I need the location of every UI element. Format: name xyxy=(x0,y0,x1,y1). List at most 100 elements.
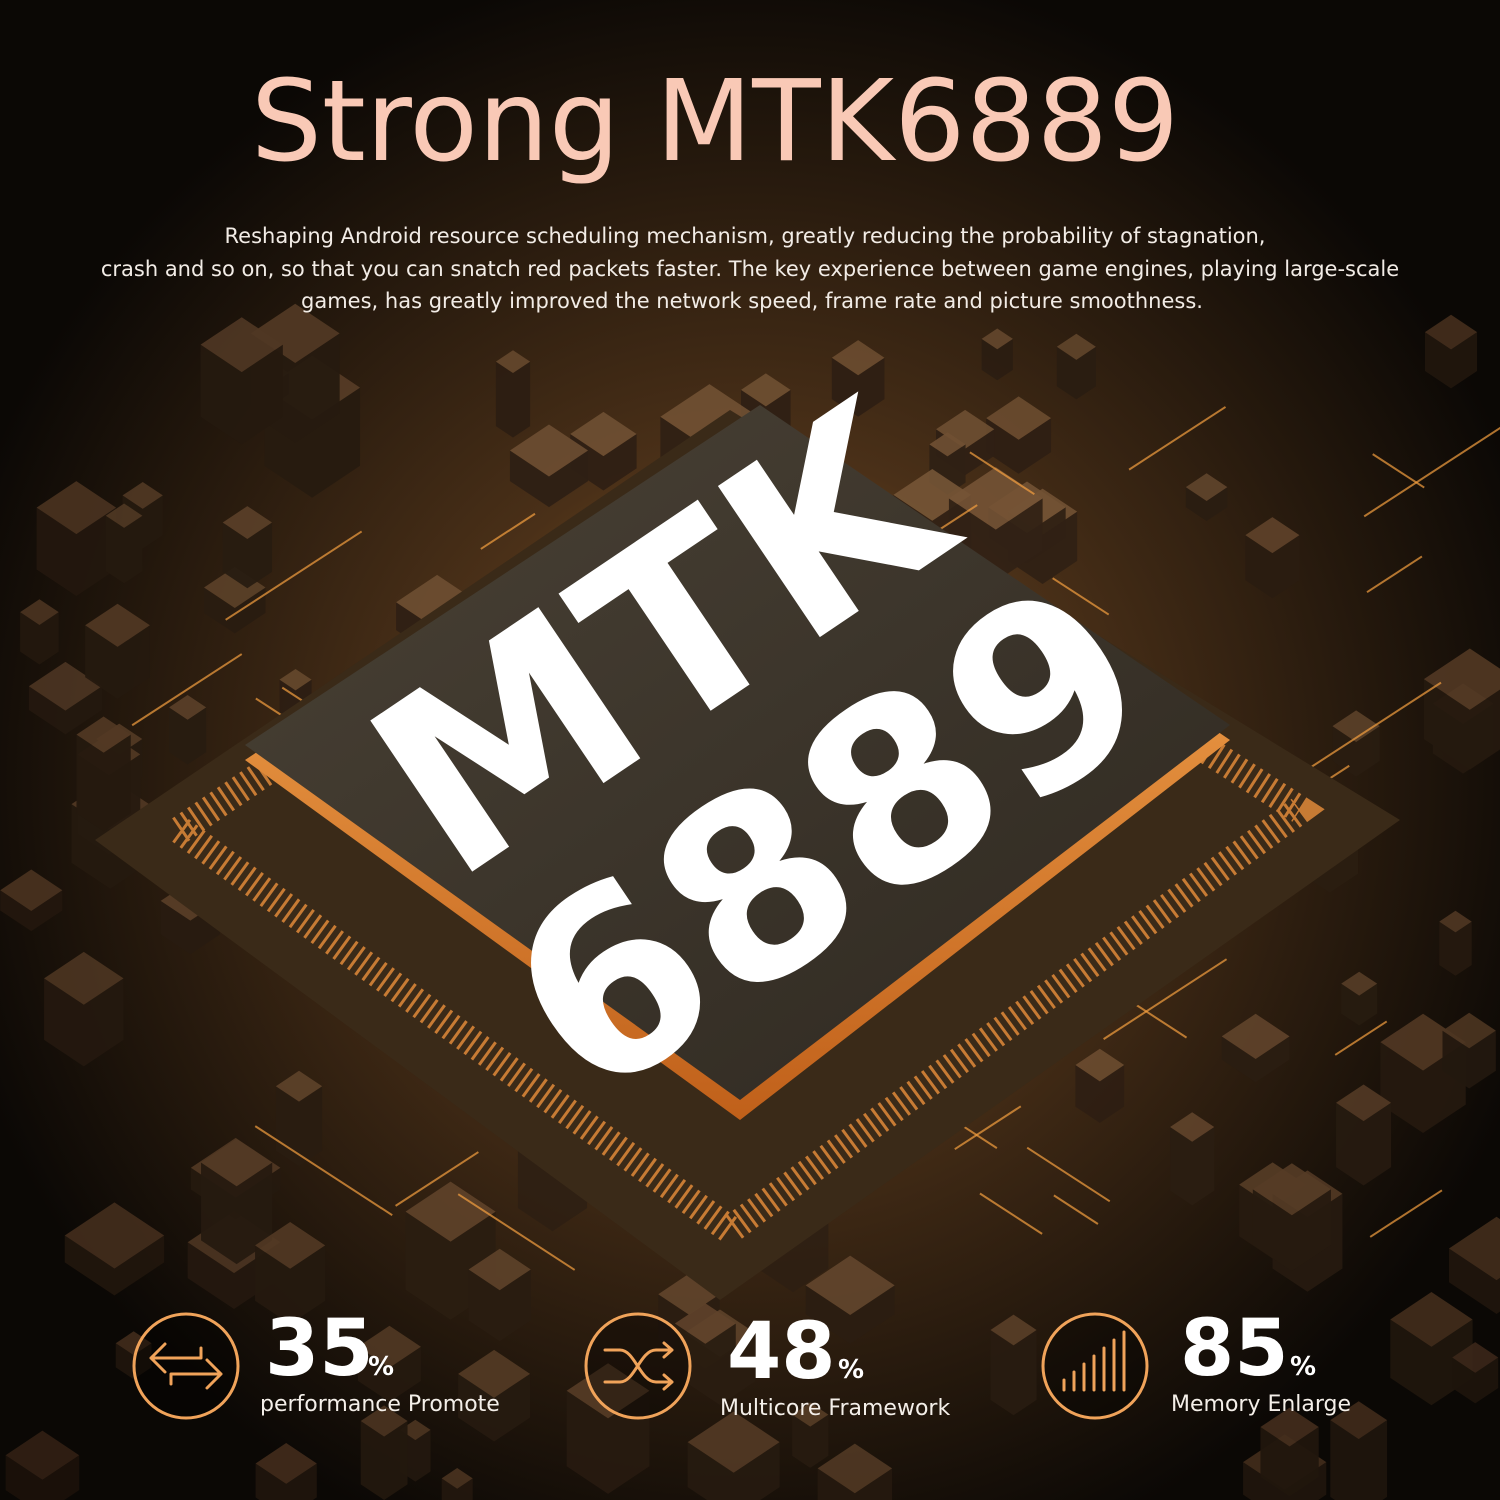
trace xyxy=(480,512,536,550)
trace xyxy=(225,530,363,621)
block-top xyxy=(1332,710,1380,742)
block-top xyxy=(1170,1112,1215,1142)
block-side xyxy=(5,1455,80,1500)
stat: 85 % Memory Enlarge xyxy=(1041,1304,1351,1420)
block-top xyxy=(76,716,131,753)
block-top xyxy=(468,1248,531,1291)
block-top xyxy=(831,340,885,376)
block-side xyxy=(458,1373,531,1442)
block xyxy=(817,1443,893,1500)
block xyxy=(1170,1112,1215,1206)
trace xyxy=(954,1105,1022,1151)
block-side xyxy=(255,1463,317,1500)
trace xyxy=(457,1193,576,1271)
trace xyxy=(1369,1189,1443,1238)
block-side xyxy=(201,1162,273,1265)
block xyxy=(1075,1048,1125,1123)
block-side xyxy=(1185,487,1228,522)
block-side xyxy=(76,734,131,832)
block xyxy=(1332,710,1380,777)
block-top xyxy=(1185,473,1228,501)
block-side xyxy=(817,1468,893,1500)
block-top xyxy=(981,328,1013,350)
block xyxy=(255,1443,317,1500)
block-side xyxy=(1245,535,1300,599)
block xyxy=(458,1349,531,1442)
block-side xyxy=(1448,1248,1500,1314)
block-top xyxy=(741,373,791,407)
block-top xyxy=(566,1363,650,1419)
block xyxy=(357,1325,421,1402)
block-top xyxy=(792,1402,829,1427)
block xyxy=(981,328,1013,381)
block xyxy=(831,340,885,417)
block-side xyxy=(1260,1426,1319,1497)
stat-value: 48 xyxy=(727,1307,836,1397)
block xyxy=(1221,1013,1290,1083)
trace xyxy=(979,1192,1043,1235)
block-side xyxy=(1170,1126,1215,1206)
block-top xyxy=(200,317,283,373)
description-line: crash and so on, so that you can snatch … xyxy=(101,257,1399,281)
block-top xyxy=(441,1468,473,1489)
block-side xyxy=(509,450,589,508)
block-side xyxy=(28,686,102,735)
trace xyxy=(1334,1020,1388,1056)
block-top xyxy=(1252,1163,1331,1216)
block-side xyxy=(831,357,885,417)
block-top xyxy=(929,432,966,457)
block-top xyxy=(1452,1342,1499,1373)
icon xyxy=(149,1342,223,1390)
block xyxy=(1439,910,1472,976)
block-top xyxy=(169,694,207,720)
block-side xyxy=(981,338,1013,381)
block xyxy=(275,1070,323,1167)
stat-value: 85 xyxy=(1180,1304,1289,1394)
block xyxy=(1252,1163,1331,1271)
block xyxy=(1185,473,1228,522)
block xyxy=(36,481,117,596)
block-side xyxy=(1336,1102,1392,1186)
block-top xyxy=(275,1070,323,1102)
block-top xyxy=(1448,1216,1500,1281)
block xyxy=(792,1402,829,1468)
block-top xyxy=(1423,648,1500,710)
chip-face xyxy=(245,405,1230,1100)
icon xyxy=(1062,1330,1126,1392)
block-side xyxy=(1439,921,1472,976)
block-top xyxy=(817,1443,893,1494)
block-side xyxy=(1424,332,1478,389)
block-top xyxy=(5,1430,80,1480)
block-side xyxy=(1330,1420,1388,1500)
block xyxy=(222,506,273,589)
block-side xyxy=(1341,983,1378,1026)
block-top xyxy=(570,411,637,457)
stat: 35 % performance Promote xyxy=(132,1304,500,1420)
block xyxy=(1390,1292,1473,1406)
block-side xyxy=(20,612,59,665)
block-side xyxy=(1243,1462,1327,1500)
block-top xyxy=(1221,1013,1290,1060)
block-top xyxy=(674,1303,736,1344)
block-side xyxy=(1075,1065,1125,1123)
block-side xyxy=(792,1414,829,1468)
block-side xyxy=(64,1235,165,1296)
trace xyxy=(1366,555,1423,594)
block-top xyxy=(1075,1048,1125,1082)
block-top xyxy=(360,1405,408,1437)
block-top xyxy=(85,603,150,647)
block-top xyxy=(1336,1084,1392,1122)
block-side xyxy=(1452,1357,1499,1404)
block-top xyxy=(986,396,1052,440)
description-line: Reshaping Android resource scheduling me… xyxy=(225,224,1266,248)
block xyxy=(1452,1342,1499,1404)
block-top xyxy=(36,481,117,535)
block xyxy=(990,1314,1037,1416)
block-top xyxy=(1260,1407,1319,1447)
block-top xyxy=(1442,1012,1496,1049)
stat: 48 % Multicore Framework xyxy=(584,1307,950,1421)
block-top xyxy=(405,1181,496,1242)
block-top xyxy=(458,1349,531,1398)
block xyxy=(105,503,143,584)
